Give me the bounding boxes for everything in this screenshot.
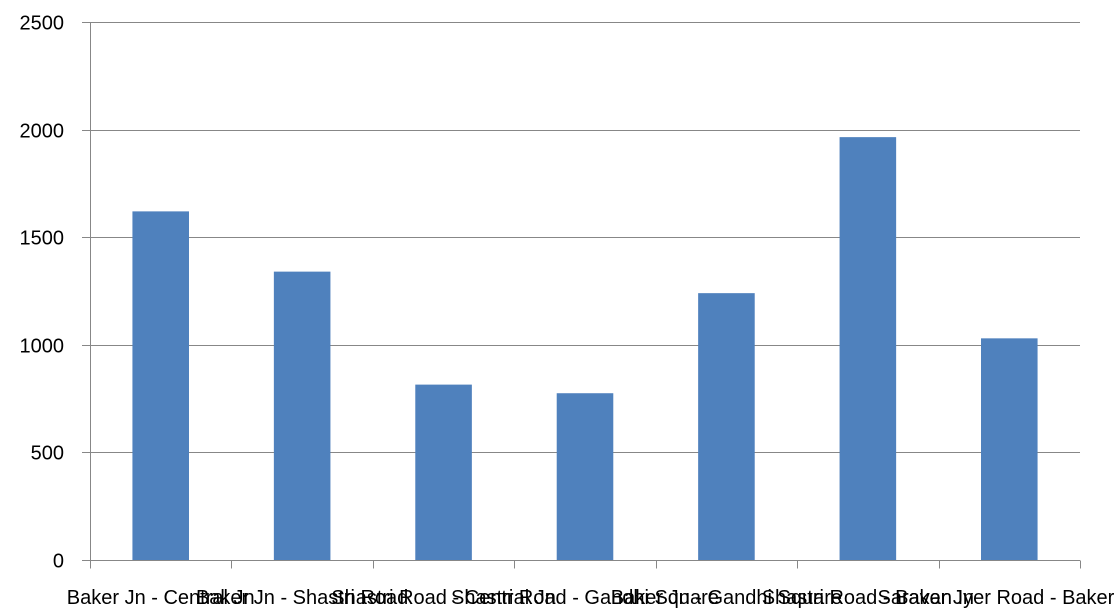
bars [132,137,1038,560]
y-tick-label: 1000 [20,336,65,358]
bar [698,293,755,560]
y-tick-label: 500 [31,443,64,465]
y-tick-labels: 0 500 1000 1500 2000 2500 [20,13,65,573]
gridlines [90,22,1080,453]
x-category-label: Shastri Road - Central Jn [331,587,556,609]
bar [415,384,472,560]
x-category-label: Shastri Road - Gandhi Square [451,587,719,609]
bar [981,338,1038,560]
x-category-label: Baker Jn - Gandhi Square [611,587,842,609]
bar [273,271,331,560]
x-category-label: Baker Jn - Central Jn [67,587,255,609]
y-tick-label: 2500 [20,13,65,35]
axes [82,22,1081,569]
bar [839,137,897,560]
y-tick-label: 1500 [20,228,65,250]
bar [132,211,189,560]
y-tick-label: 0 [53,551,64,573]
bar [556,393,614,560]
x-category-label: Shastri Road - Baker Jn [762,587,974,609]
x-category-label: Baker Jn - Shastri Road [196,587,408,609]
x-category-label: Saravan Iyer Road - Baker Jn [878,587,1117,609]
y-tick-label: 2000 [20,121,65,143]
